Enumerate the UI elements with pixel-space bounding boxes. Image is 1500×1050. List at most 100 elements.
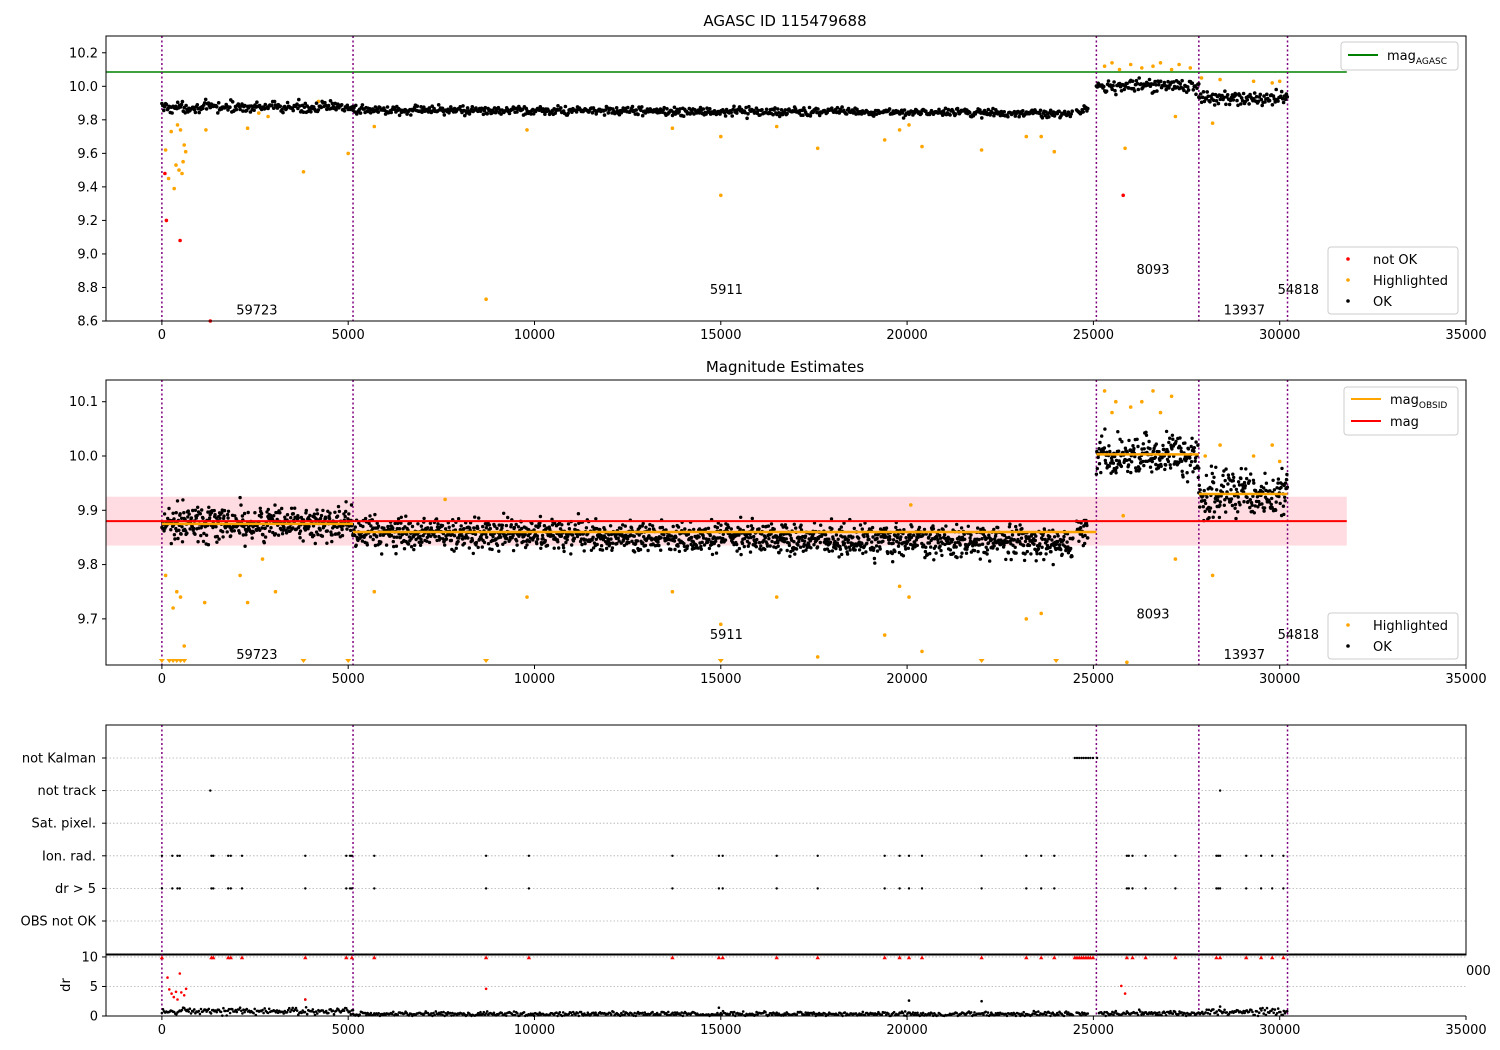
ok-point [238,107,242,112]
ok-point [1167,86,1171,90]
ok-point [222,508,227,513]
dr-ok-point [730,1011,734,1014]
ok-point [1202,99,1207,104]
ok-point [1110,87,1114,92]
ok-point [1255,495,1260,499]
ok-point [302,105,307,109]
ok-point [545,543,550,548]
ok-point [756,108,760,113]
ok-point [1162,80,1167,85]
ok-point [1262,94,1266,98]
flag-category-label: dr > 5 [55,882,96,897]
panel-dr: 0 5000 10000 15000 20000 25000 30000 35000 0510… [59,950,1491,1038]
dr-ok-point [316,1012,319,1015]
ok-point [1179,449,1184,454]
highlighted-point [372,124,377,129]
ok-point [601,538,606,542]
ok-point [556,540,560,544]
ok-point [972,548,977,553]
ok-point [175,499,180,503]
dr-ok-point [914,1011,917,1015]
legend-agasc-points-box [1327,246,1459,315]
dr-ok-point [449,1011,452,1015]
ok-point [397,113,402,118]
highlighted-point [719,622,723,627]
flag-event-point [229,887,232,890]
ok-point [986,541,991,545]
panel-agasc-title: AGASC ID 115479688 [703,12,866,30]
ok-point [1151,82,1155,86]
ok-point [1113,468,1118,472]
ok-point [656,540,660,544]
ok-point [1200,95,1205,100]
ok-point [859,544,863,549]
ok-point [1262,506,1267,510]
ok-point [739,552,743,557]
ok-point [1221,484,1226,489]
ok-point [1252,91,1257,95]
ok-point [801,113,805,117]
dr-ok-point [227,1007,231,1011]
dr-ok-point [188,1007,192,1010]
ok-point [185,531,189,535]
dr-ok-point [569,1011,573,1014]
highlighted-point [245,600,250,605]
flag-event-point [898,887,901,890]
ok-point [323,100,327,105]
dr-ok-point [996,1011,1000,1015]
ok-point [966,524,970,528]
ok-point [1264,481,1269,485]
ok-point [1119,89,1124,93]
highlighted-point [183,149,188,154]
dr-ok-point [861,1010,865,1014]
flag-event-point [1075,756,1079,760]
ok-point [561,543,565,547]
dr-ok-point [667,1010,670,1014]
ok-point [633,542,638,546]
ok-point [1107,464,1112,468]
ok-point [637,533,641,537]
ok-point [1036,547,1041,551]
dr-ok-point [235,1010,239,1014]
highlighted-point [1024,617,1029,621]
ok-point [978,557,982,561]
dr-ok-point [1204,1011,1207,1014]
ok-point [602,113,607,117]
ok-point [368,535,373,539]
ok-point [1166,450,1170,454]
ok-point [943,106,948,111]
dr-ok-point [1037,1010,1040,1013]
ok-point [565,538,569,542]
ok-point [482,540,487,545]
flag-event-point [176,887,179,890]
ok-point [928,551,932,556]
dr-ok-point [503,1012,507,1015]
ok-point [845,552,850,556]
ok-point [327,516,332,521]
ok-point [978,108,982,112]
ok-point [611,541,615,545]
ok-point [1022,558,1027,563]
ok-point [574,110,579,114]
ok-point [985,548,990,552]
ok-point [938,544,942,548]
ok-point [500,526,504,530]
highlighted-point [1117,67,1122,72]
ok-point [246,510,250,515]
ok-point [459,524,463,528]
ok-point [828,540,833,544]
ok-point [697,535,701,539]
ok-point [964,551,969,555]
ok-point [834,533,839,537]
ok-point [1130,460,1134,464]
ok-point [482,108,487,113]
ok-point [193,110,198,115]
flag-event-point [350,887,354,890]
ok-point [480,545,484,549]
highlighted-point [525,128,529,132]
ok-point [1095,466,1100,471]
ok-point [1272,488,1277,492]
dr-ok-point [826,1013,830,1017]
ok-point [1102,84,1106,89]
dr-ok-point [199,1007,203,1011]
